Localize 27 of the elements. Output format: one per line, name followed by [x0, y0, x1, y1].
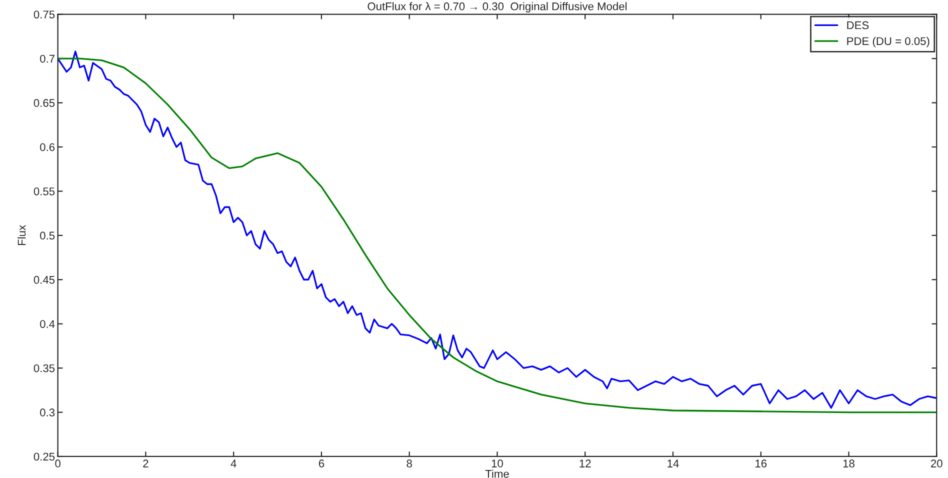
legend-label: PDE (DU = 0.05)	[847, 36, 930, 48]
chart-title: OutFlux for λ = 0.70 → 0.30 Original Diffusive Model	[368, 2, 627, 12]
x-tick-label: 10	[492, 460, 503, 468]
x-axis-title: Time	[485, 470, 509, 478]
y-tick-label: 0.55	[34, 187, 55, 196]
x-tick-label: 12	[580, 460, 591, 468]
x-tick-label: 4	[230, 460, 236, 468]
y-tick-label: 0.45	[34, 276, 55, 284]
y-axis-title: Flux	[18, 225, 26, 245]
x-tick-label: 8	[406, 460, 412, 468]
x-tick-label: 6	[318, 460, 324, 468]
y-tick-label: 0.35	[34, 364, 55, 372]
x-tick-label: 18	[843, 460, 854, 468]
x-tick-label: 14	[668, 460, 679, 468]
x-tick-label: 0	[55, 460, 60, 468]
y-tick-label: 0.75	[34, 10, 55, 18]
x-tick-label: 16	[756, 460, 767, 468]
y-tick-label: 0.6	[40, 143, 55, 152]
y-tick-label: 0.65	[34, 99, 55, 107]
y-tick-label: 0.4	[40, 320, 55, 328]
y-tick-label: 0.7	[40, 54, 54, 63]
y-tick-label: 0.5	[40, 232, 55, 240]
y-tick-label: 0.25	[34, 452, 55, 461]
y-tick-label: 0.3	[40, 408, 55, 416]
legend-label: DES	[847, 21, 869, 30]
x-tick-label: 2	[143, 460, 148, 468]
x-tick-label: 20	[931, 460, 942, 468]
